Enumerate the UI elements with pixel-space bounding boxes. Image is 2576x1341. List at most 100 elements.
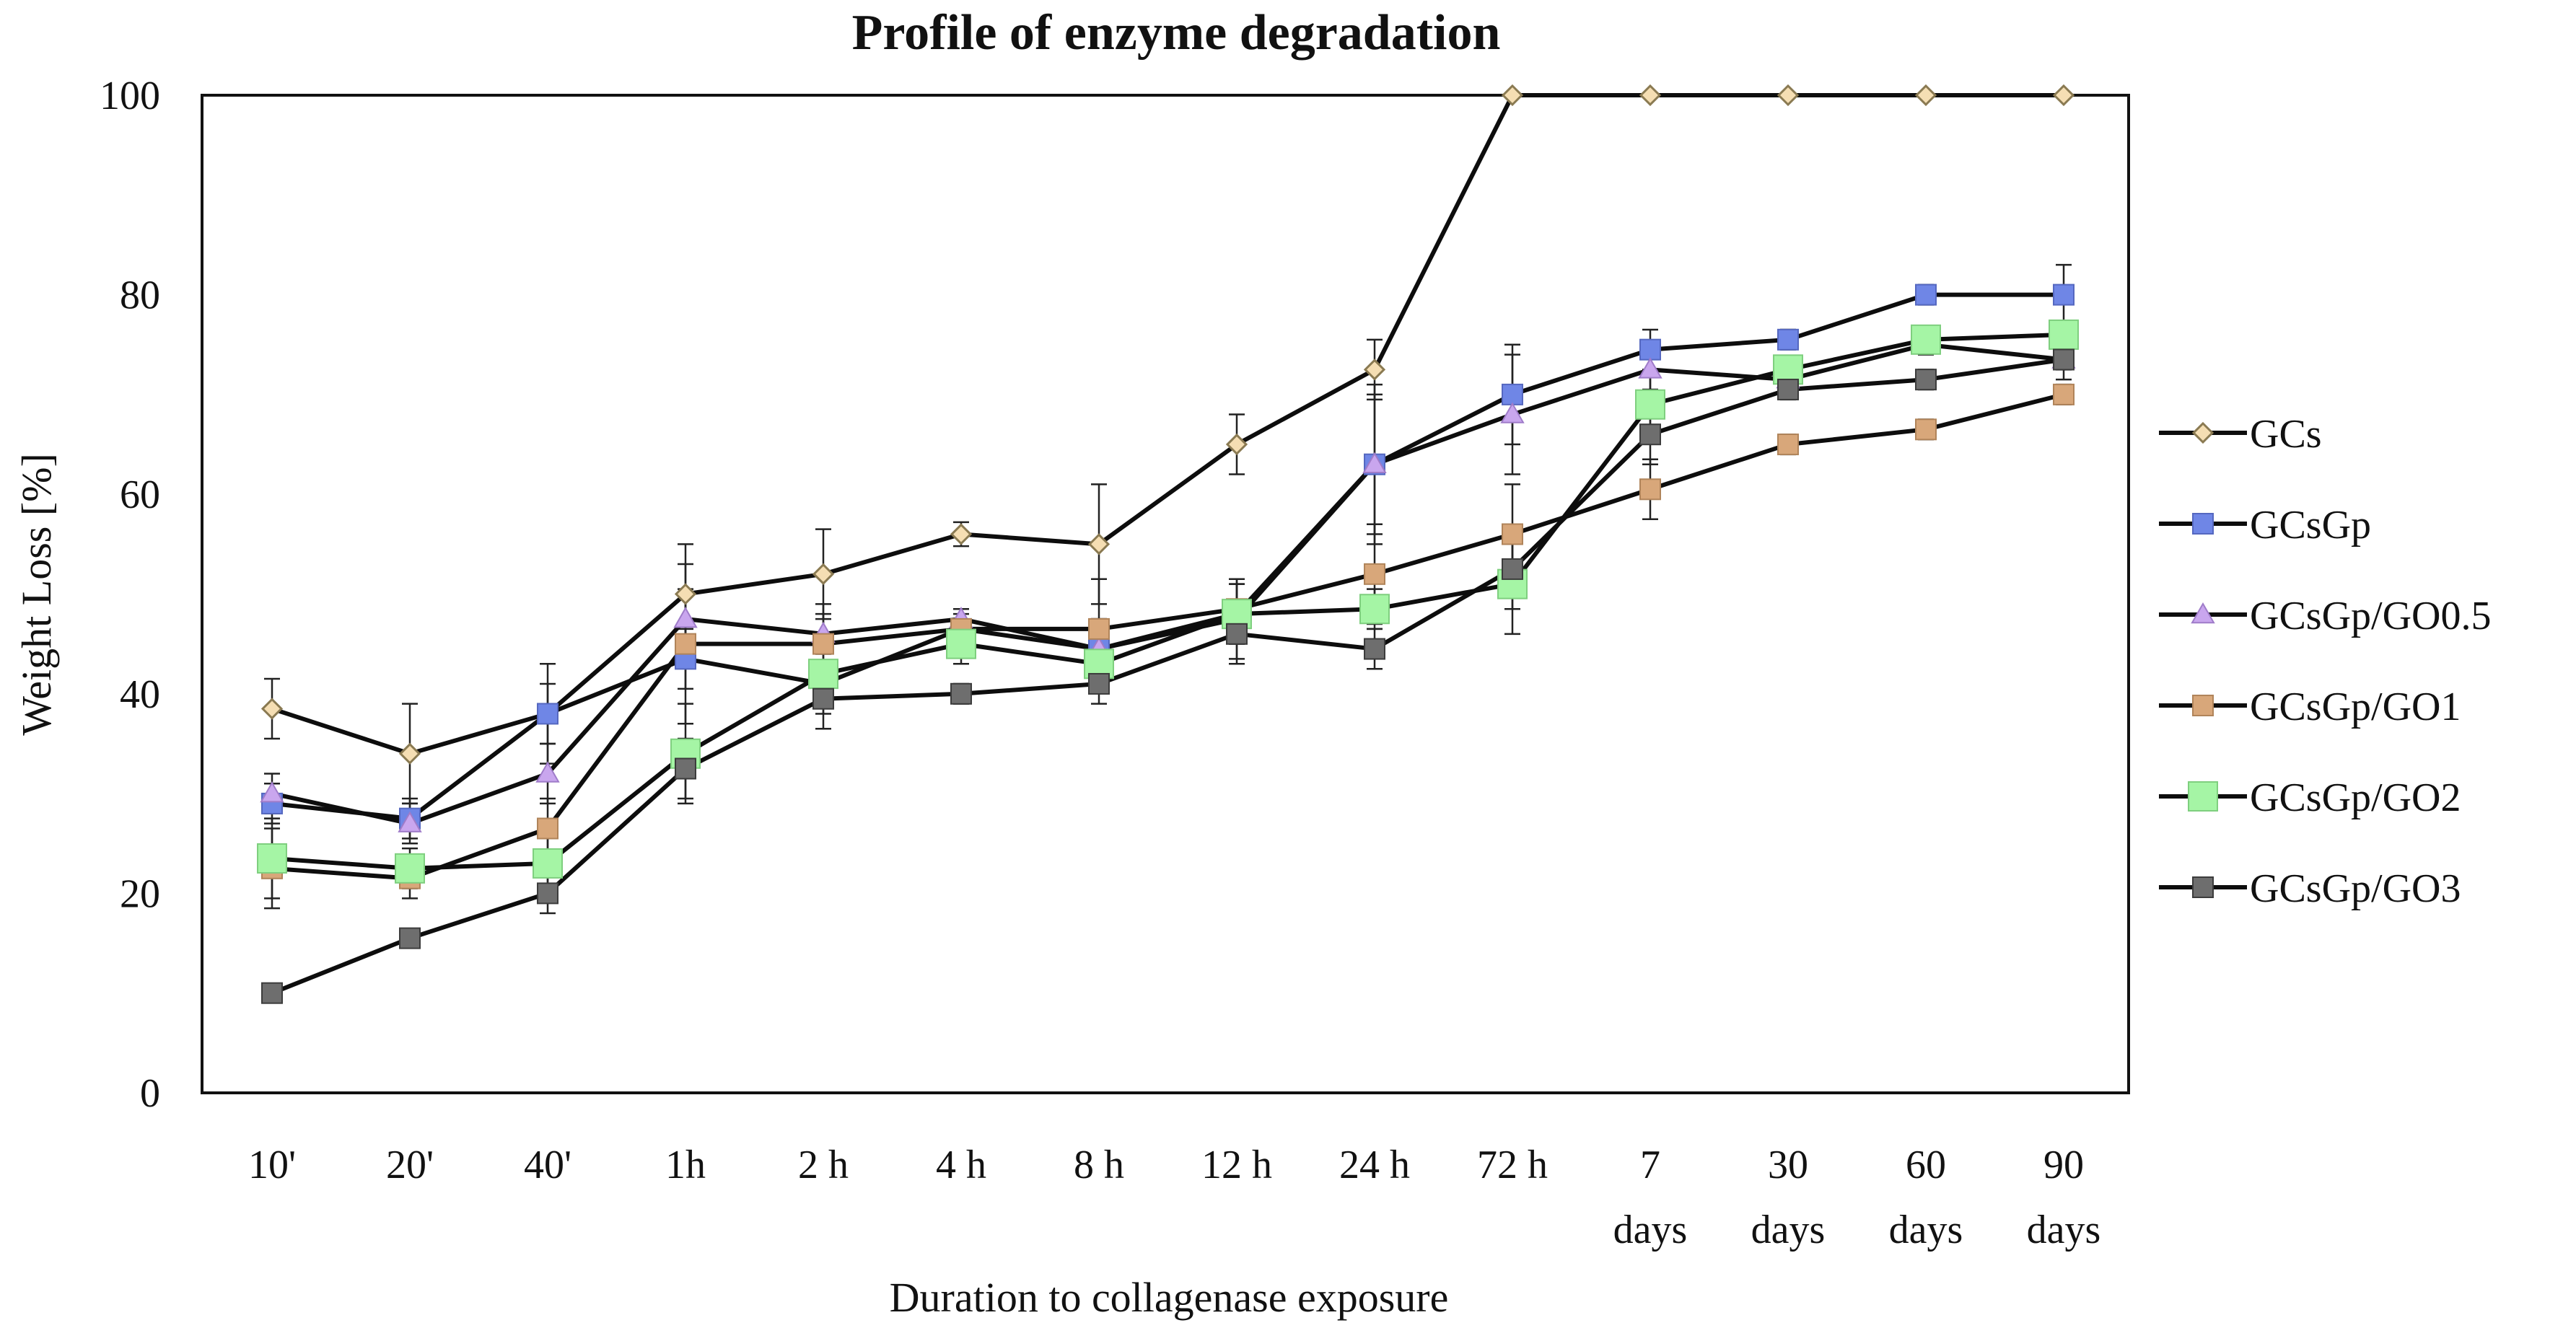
data-point: [1777, 84, 1800, 107]
legend-item: GCsGp/GO3: [2159, 866, 2461, 911]
series-line: [271, 357, 2064, 995]
data-point: [2053, 348, 2075, 371]
data-point: [257, 843, 287, 874]
data-point: [808, 659, 838, 690]
data-point: [533, 848, 563, 879]
data-point: [675, 757, 696, 780]
x-tick-label: 2 h: [798, 1143, 849, 1187]
data-point: [946, 628, 976, 659]
data-point: [2052, 84, 2075, 107]
data-point: [398, 742, 421, 765]
x-tick-label: 1h: [665, 1143, 706, 1187]
x-tick-label: 72 h: [1477, 1143, 1548, 1187]
series-markers: [257, 84, 2079, 1004]
series-line: [271, 292, 2064, 821]
data-point: [1363, 359, 1386, 381]
series-line: [271, 392, 2064, 881]
data-point: [812, 563, 835, 585]
y-tick-label: 100: [100, 74, 160, 118]
data-point: [1364, 563, 1385, 585]
chart-title: Profile of enzyme degradation: [852, 5, 1501, 61]
legend-marker: [2192, 876, 2214, 898]
series-line: [271, 332, 2064, 871]
series-line: [271, 342, 2064, 826]
data-point: [2053, 283, 2075, 306]
data-point: [1502, 523, 1523, 545]
legend-marker: [2192, 695, 2214, 716]
data-point: [535, 761, 560, 783]
x-axis-label: Duration to collagenase exposure: [890, 1274, 1449, 1321]
y-tick-labels: 0 20 40 60 80 100: [100, 74, 160, 1116]
y-tick-label: 80: [120, 273, 160, 318]
data-point: [1359, 594, 1390, 625]
data-point: [1502, 383, 1523, 405]
series-lines: [271, 93, 2064, 995]
x-tick-label: 60 days: [1889, 1143, 1963, 1252]
data-point: [1362, 452, 1387, 473]
x-tick-label: 12 h: [1201, 1143, 1272, 1187]
data-point: [261, 982, 283, 1004]
data-point: [1501, 84, 1524, 107]
y-tick-label: 40: [120, 672, 160, 717]
data-point: [537, 703, 558, 725]
legend-item: GCs: [2159, 412, 2322, 457]
data-point: [399, 927, 421, 949]
series-line: [271, 93, 2064, 756]
x-tick-label: 24 h: [1339, 1143, 1410, 1187]
data-point: [1777, 378, 1799, 400]
y-tick-label: 60: [120, 472, 160, 517]
data-point: [1500, 402, 1525, 423]
legend-item: GCsGp/GO1: [2159, 685, 2461, 729]
y-tick-label: 0: [140, 1071, 160, 1116]
legend-item: GCsGp/GO2: [2159, 775, 2461, 820]
data-point: [1639, 338, 1661, 361]
legend-marker: [2188, 781, 2218, 812]
legend-marker: [2191, 421, 2214, 444]
data-point: [1087, 533, 1110, 555]
data-point: [1364, 638, 1385, 660]
x-tick-labels: 10' 20' 40' 1h 2 h 4 h 8 h 12 h 24 h 72 h 7 days 30 d…: [248, 1143, 2100, 1252]
data-point: [2049, 319, 2079, 350]
data-point: [398, 811, 422, 832]
data-point: [395, 853, 425, 884]
legend-label: GCsGp: [2250, 503, 2371, 548]
legend-item: GCsGp/GO0.5: [2159, 594, 2491, 638]
data-point: [673, 607, 698, 628]
data-point: [1225, 433, 1248, 456]
data-point: [1088, 672, 1110, 695]
data-point: [1914, 84, 1937, 107]
legend-label: GCsGp/GO1: [2250, 685, 2461, 729]
data-point: [812, 633, 834, 655]
data-point: [950, 682, 972, 705]
data-point: [1777, 434, 1799, 456]
data-point: [1088, 617, 1110, 640]
data-point: [812, 687, 834, 710]
legend-item: GCsGp: [2159, 503, 2371, 548]
data-point: [1911, 324, 1941, 355]
data-point: [675, 633, 696, 655]
data-point: [1915, 369, 1937, 391]
data-point: [1915, 283, 1937, 306]
legend-label: GCsGp/GO3: [2250, 866, 2461, 911]
data-point: [260, 781, 284, 803]
data-point: [1638, 357, 1662, 379]
data-point: [260, 698, 284, 720]
legend-label: GCsGp/GO2: [2250, 775, 2461, 820]
x-tick-label: 4 h: [936, 1143, 986, 1187]
plot-frame: [201, 94, 2130, 1094]
data-point: [1915, 418, 1937, 441]
legend-label: GCs: [2250, 412, 2322, 457]
legend-marker: [2192, 513, 2214, 535]
data-point: [674, 583, 697, 605]
data-point: [1639, 478, 1661, 501]
x-tick-label: 20': [386, 1143, 434, 1187]
x-tick-label: 7 days: [1613, 1143, 1688, 1252]
legend: GCs GCsGp GCsGp/GO0.5 GCsGp/GO1 GCsGp/GO2 GCs…: [2159, 412, 2491, 911]
data-point: [537, 817, 558, 840]
data-point: [950, 523, 973, 545]
x-tick-label: 8 h: [1074, 1143, 1124, 1187]
legend-label: GCsGp/GO0.5: [2250, 594, 2491, 638]
data-point: [1639, 423, 1661, 446]
x-tick-label: 40': [524, 1143, 571, 1187]
